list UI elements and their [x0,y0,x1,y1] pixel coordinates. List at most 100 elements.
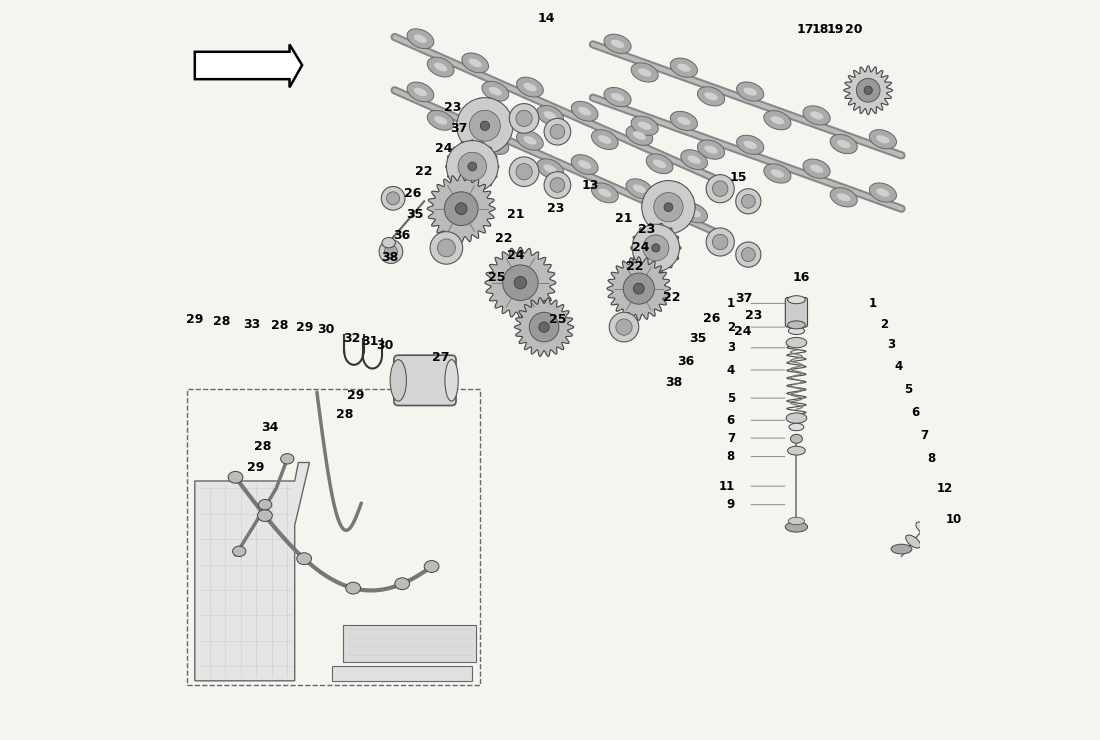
Ellipse shape [670,58,697,77]
Text: 27: 27 [431,351,449,364]
Ellipse shape [524,83,537,92]
Ellipse shape [681,149,707,169]
Ellipse shape [425,561,439,573]
Text: 35: 35 [690,332,706,346]
Ellipse shape [785,522,807,532]
Ellipse shape [688,209,701,218]
Circle shape [430,232,463,264]
Ellipse shape [789,423,804,431]
Polygon shape [607,257,671,320]
Ellipse shape [482,135,508,155]
Ellipse shape [681,203,707,223]
Ellipse shape [280,454,294,464]
Ellipse shape [670,111,697,130]
Circle shape [624,273,654,304]
Ellipse shape [598,135,612,144]
Ellipse shape [810,111,823,120]
Circle shape [656,195,681,220]
Text: 20: 20 [845,23,862,36]
Text: 24: 24 [507,249,525,262]
Circle shape [481,121,490,130]
Circle shape [736,242,761,267]
Text: 4: 4 [727,363,735,377]
Ellipse shape [571,155,598,175]
Circle shape [713,235,728,249]
Ellipse shape [543,111,557,120]
Ellipse shape [610,40,624,48]
Text: 22: 22 [416,165,433,178]
Circle shape [857,78,880,102]
Text: 23: 23 [443,101,461,114]
Text: 29: 29 [246,461,264,474]
Text: 33: 33 [243,317,261,331]
Circle shape [472,112,498,139]
Ellipse shape [407,82,433,102]
Ellipse shape [786,337,806,348]
Ellipse shape [763,110,791,130]
Ellipse shape [631,116,658,135]
Ellipse shape [830,135,857,154]
Ellipse shape [788,321,805,329]
Text: 29: 29 [296,320,314,334]
Text: 22: 22 [495,232,513,245]
Circle shape [609,312,639,342]
Ellipse shape [488,140,502,149]
Text: 18: 18 [812,23,828,36]
Text: 22: 22 [626,260,644,273]
Circle shape [632,224,680,272]
Ellipse shape [803,106,830,125]
Ellipse shape [791,434,802,443]
Ellipse shape [771,169,784,178]
Text: 37: 37 [450,121,468,135]
Text: 23: 23 [638,223,654,236]
Text: 1: 1 [868,297,877,310]
Ellipse shape [524,136,537,145]
Ellipse shape [984,434,1000,447]
Ellipse shape [837,140,850,148]
Ellipse shape [803,159,830,178]
Ellipse shape [788,296,805,303]
Ellipse shape [837,193,850,201]
Text: 17: 17 [796,23,814,36]
Text: 35: 35 [407,208,424,221]
Ellipse shape [1022,400,1038,407]
Text: 11: 11 [718,480,735,493]
Text: 23: 23 [547,202,564,215]
Circle shape [470,110,500,141]
Ellipse shape [469,112,482,121]
Circle shape [664,203,673,212]
Ellipse shape [604,34,631,53]
Ellipse shape [579,161,591,169]
Circle shape [713,181,728,196]
Ellipse shape [905,535,921,548]
Ellipse shape [598,189,612,197]
Ellipse shape [830,188,857,207]
Ellipse shape [688,155,701,164]
Text: 15: 15 [730,171,747,184]
Text: 34: 34 [262,421,279,434]
Ellipse shape [604,87,631,107]
Ellipse shape [537,159,563,178]
Text: 21: 21 [507,208,525,221]
Ellipse shape [923,513,938,525]
Ellipse shape [789,517,804,525]
Text: 6: 6 [727,414,735,427]
Text: 26: 26 [405,187,421,201]
Text: 7: 7 [920,428,928,442]
Text: 25: 25 [488,271,506,284]
Polygon shape [844,66,892,115]
Ellipse shape [579,107,591,115]
Ellipse shape [678,64,691,72]
Ellipse shape [462,107,488,126]
Ellipse shape [517,130,543,150]
Circle shape [460,154,485,179]
FancyBboxPatch shape [394,355,456,406]
Ellipse shape [737,135,763,155]
Ellipse shape [407,29,433,49]
Ellipse shape [744,87,757,95]
Circle shape [458,152,486,181]
Circle shape [706,228,735,256]
Ellipse shape [678,117,691,125]
Text: 12: 12 [936,482,953,495]
Text: 10: 10 [946,513,962,526]
